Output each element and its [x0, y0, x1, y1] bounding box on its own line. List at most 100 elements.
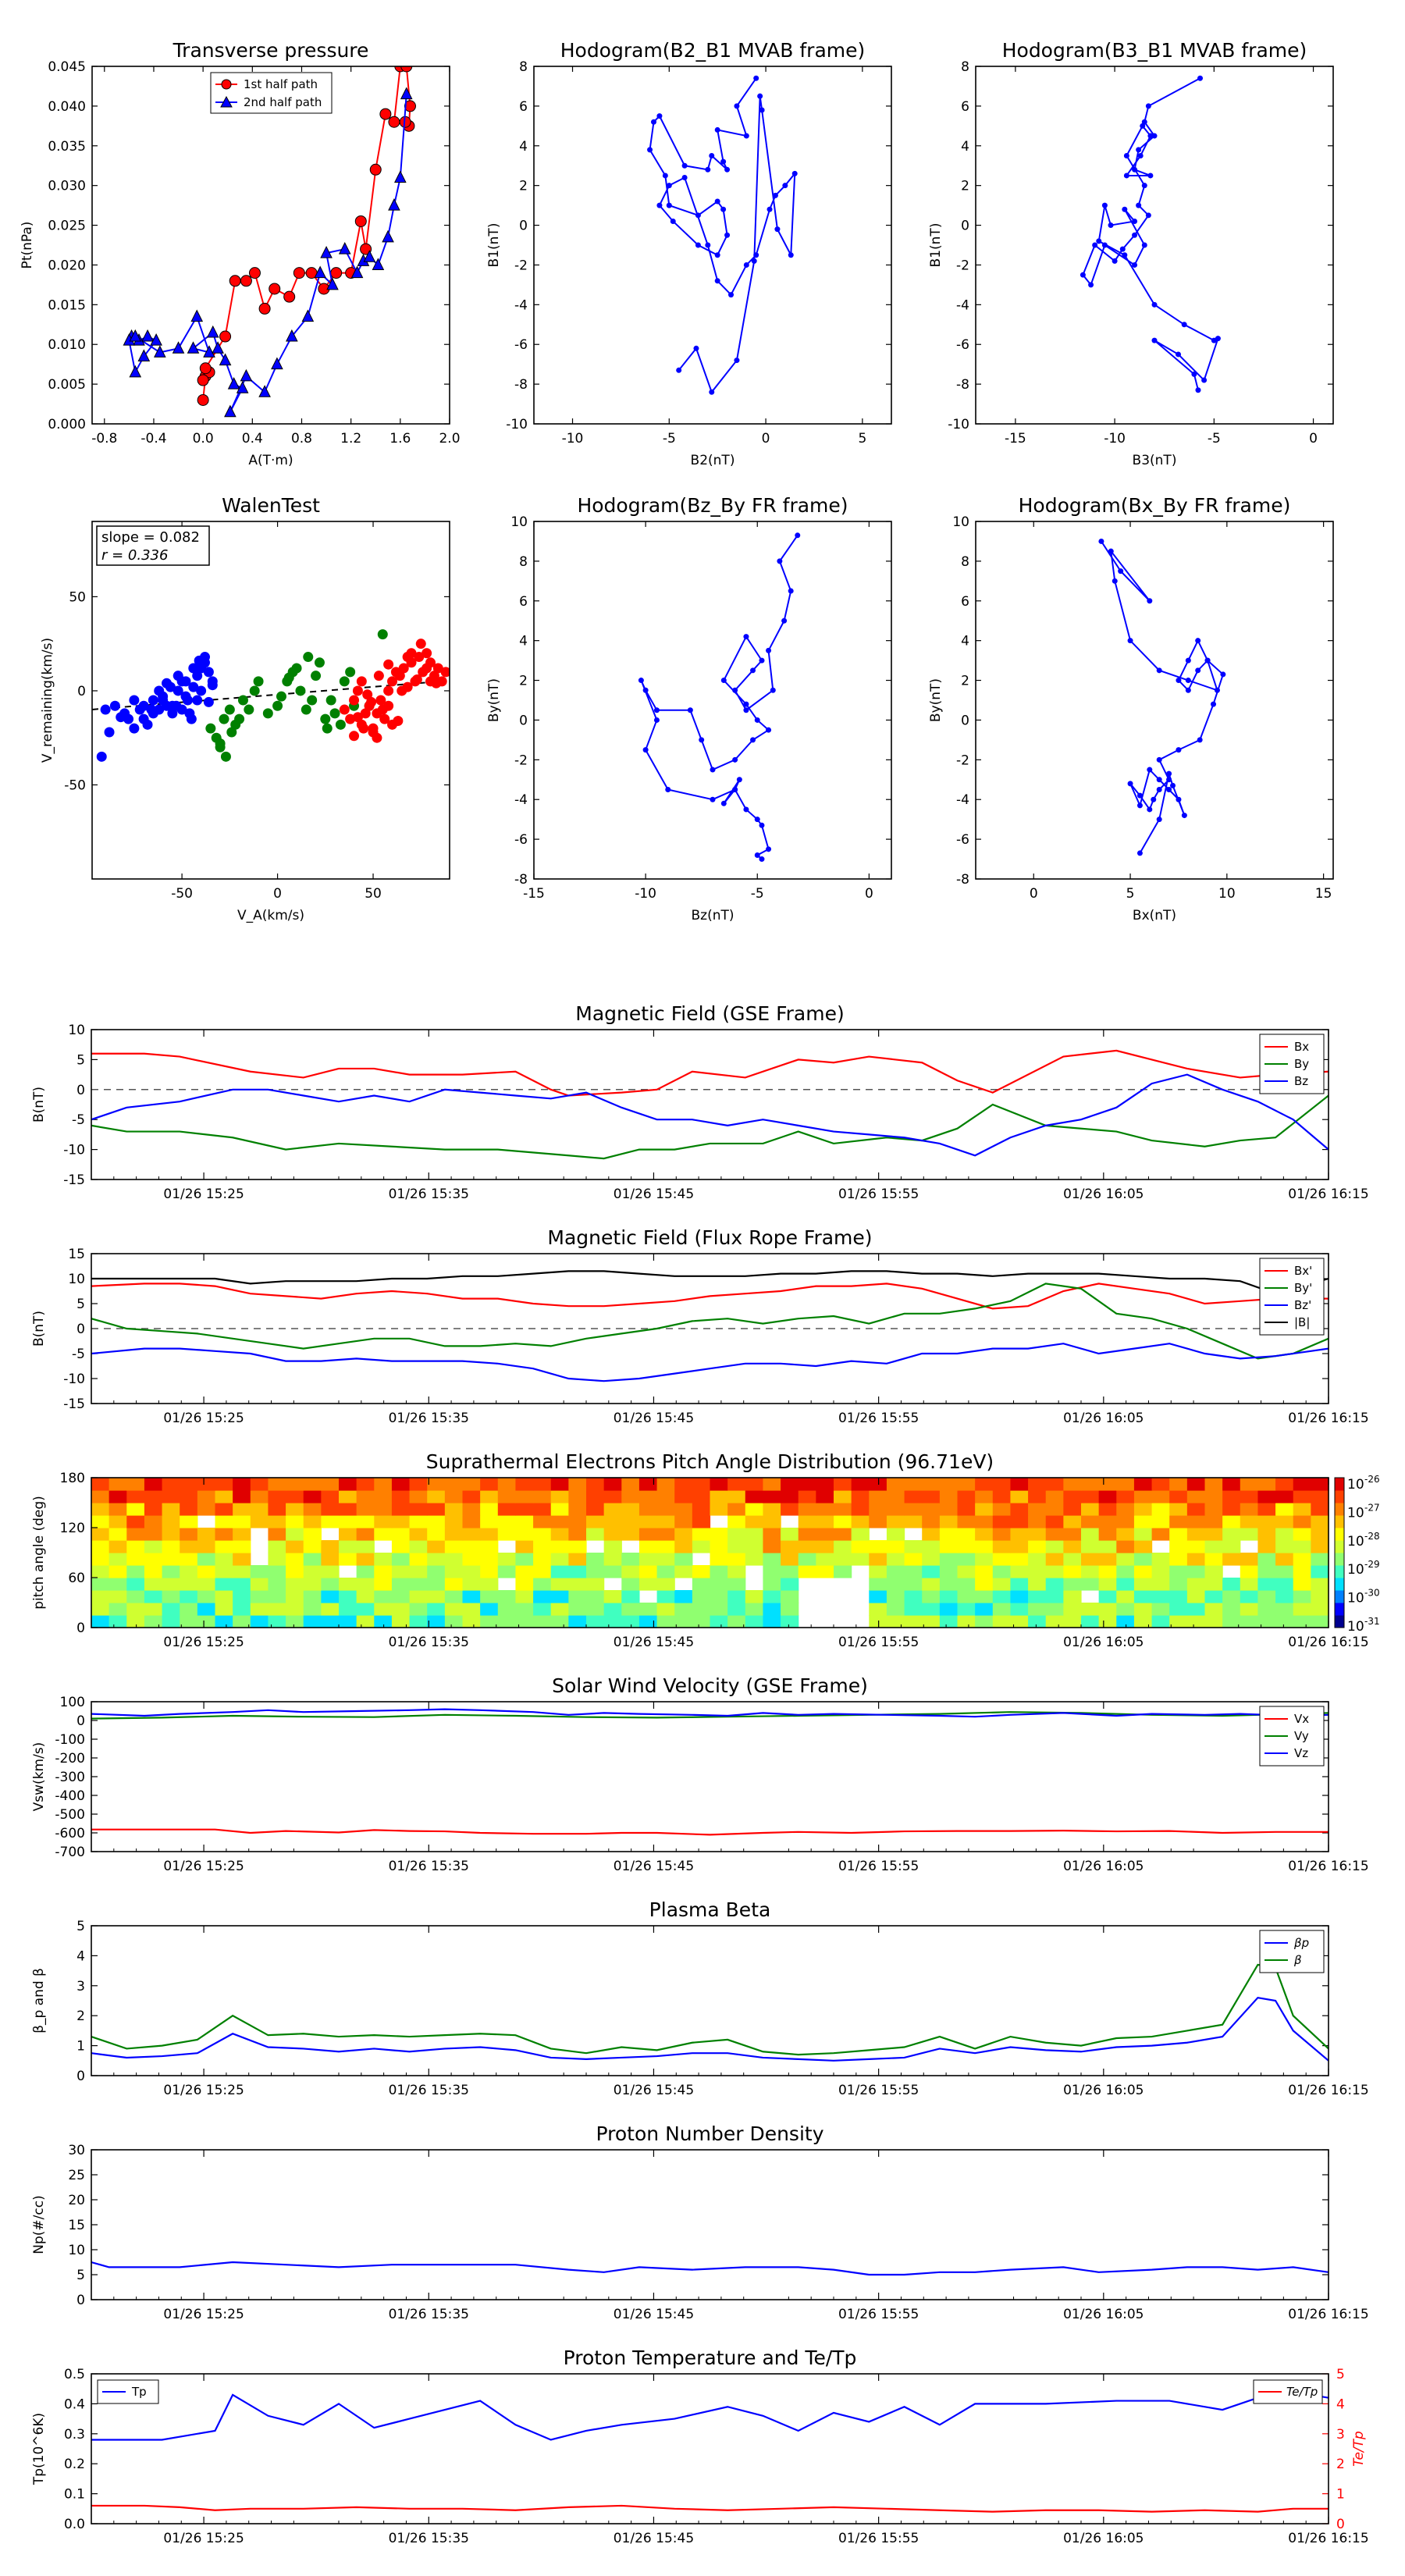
data-point — [104, 727, 115, 738]
data-point — [369, 163, 382, 176]
heatmap-cell — [621, 1603, 640, 1616]
heatmap-cell — [1116, 1528, 1135, 1541]
heatmap-cell — [1204, 1565, 1223, 1578]
legend-label: Bx' — [1294, 1264, 1312, 1278]
y-axis-label: Pt(nPa) — [20, 222, 35, 269]
heatmap-cell — [1010, 1540, 1029, 1553]
heatmap-cell — [444, 1478, 464, 1491]
y-axis-label: B(nT) — [31, 1087, 47, 1123]
heatmap-cell — [1133, 1590, 1153, 1603]
y-tick-label: -5 — [72, 1347, 85, 1362]
heatmap-cell — [745, 1603, 764, 1616]
legend-label: Vz — [1294, 1746, 1308, 1760]
data-point — [432, 663, 443, 674]
heatmap-cell — [550, 1540, 569, 1553]
heatmap-cell — [621, 1578, 640, 1591]
time-tick-label: 01/26 15:35 — [389, 1859, 469, 1874]
heatmap-cell — [480, 1565, 499, 1578]
beta-chart: Plasma Beta 0 1 2 3 4 5 β_p and β 01/26 15:25 01/… — [31, 1898, 1369, 2098]
heatmap-cell — [939, 1528, 959, 1541]
colorbar-segment — [1335, 1490, 1344, 1503]
heatmap-cell — [692, 1528, 711, 1541]
data-point — [732, 787, 738, 792]
heatmap-cell — [1257, 1553, 1276, 1566]
data-point — [345, 713, 356, 724]
heatmap-cell — [1010, 1603, 1029, 1616]
heatmap-cell — [1010, 1578, 1029, 1591]
data-point — [743, 133, 749, 139]
x-tick-label: -10 — [635, 886, 656, 902]
data-point — [1220, 671, 1226, 678]
heatmap-cell — [692, 1603, 711, 1616]
legend-marker — [220, 95, 233, 108]
heatmap-cell — [1169, 1515, 1188, 1528]
heatmap-cell — [91, 1503, 110, 1516]
y-axis-label: β_p and β — [31, 1968, 47, 2033]
data-point — [303, 652, 314, 663]
data-point — [1197, 75, 1204, 81]
heatmap-cell — [1151, 1503, 1170, 1516]
data-point — [227, 376, 240, 390]
heatmap-cell — [674, 1515, 693, 1528]
heatmap-cell — [339, 1490, 357, 1503]
heatmap-cell — [1186, 1578, 1206, 1591]
heatmap-cell — [886, 1490, 905, 1503]
hb2b1-frame — [533, 66, 892, 425]
data-point — [269, 283, 281, 295]
y-tick-label: 10 — [68, 2243, 85, 2258]
heatmap-cell — [180, 1490, 198, 1503]
series-line-Bz — [91, 1073, 1329, 1157]
heatmap-cell — [1028, 1565, 1047, 1578]
heatmap-cell — [162, 1578, 180, 1591]
heatmap-cell — [462, 1528, 481, 1541]
heatmap-cell — [126, 1578, 145, 1591]
colorbar-tick-label: 10 — [1347, 1505, 1364, 1521]
temp-chart: Proton Temperature and Te/Tp 0.0 0.1 0.2 0.3… — [31, 2347, 1369, 2546]
time-tick-label: 01/26 15:35 — [389, 1187, 469, 1202]
heatmap-cell — [515, 1565, 534, 1578]
heatmap-cell — [975, 1540, 994, 1553]
heatmap-cell — [568, 1528, 587, 1541]
data-point — [734, 103, 740, 109]
heatmap-cell — [462, 1553, 481, 1566]
y-tick-label: 0.2 — [64, 2457, 85, 2472]
data-point — [743, 262, 749, 268]
time-tick-label: 01/26 16:05 — [1063, 2307, 1144, 2322]
heatmap-cell — [126, 1603, 145, 1616]
time-tick-label: 01/26 15:45 — [614, 1635, 694, 1650]
heatmap-cell — [1186, 1540, 1206, 1553]
heatmap-cell — [851, 1553, 870, 1566]
heatmap-cell — [162, 1503, 180, 1516]
data-point — [724, 166, 731, 173]
data-point — [339, 676, 350, 687]
heatmap-cell — [1151, 1490, 1170, 1503]
data-point — [638, 678, 644, 684]
x-axis-label: Bz(nT) — [691, 908, 734, 923]
heatmap-cell — [550, 1590, 569, 1603]
heatmap-cell — [798, 1515, 816, 1528]
heatmap-cell — [515, 1590, 534, 1603]
heatmap-cell — [1169, 1478, 1188, 1491]
heatmap-cell — [1028, 1540, 1047, 1553]
heatmap-cell — [180, 1515, 198, 1528]
time-tick-label: 01/26 15:45 — [614, 1859, 694, 1874]
heatmap-cell — [444, 1615, 464, 1628]
heatmap-cell — [1028, 1590, 1047, 1603]
heatmap-cell — [286, 1603, 304, 1616]
heatmap-cell — [851, 1515, 870, 1528]
y-tick-label: -50 — [64, 777, 86, 793]
data-point — [1141, 242, 1147, 248]
heatmap-cell — [339, 1515, 357, 1528]
plot-area — [1098, 538, 1226, 856]
heatmap-cell — [1045, 1503, 1064, 1516]
data-point — [129, 695, 140, 706]
heatmap-cell — [462, 1578, 481, 1591]
heatmap-cell — [692, 1578, 711, 1591]
heatmap-cell — [1186, 1590, 1206, 1603]
data-point — [188, 681, 199, 692]
heatmap-cell — [621, 1478, 640, 1491]
y-tick-label: -8 — [956, 377, 969, 393]
heatmap-cell — [1204, 1478, 1223, 1491]
heatmap-cell — [692, 1515, 711, 1528]
data-point — [320, 246, 333, 258]
